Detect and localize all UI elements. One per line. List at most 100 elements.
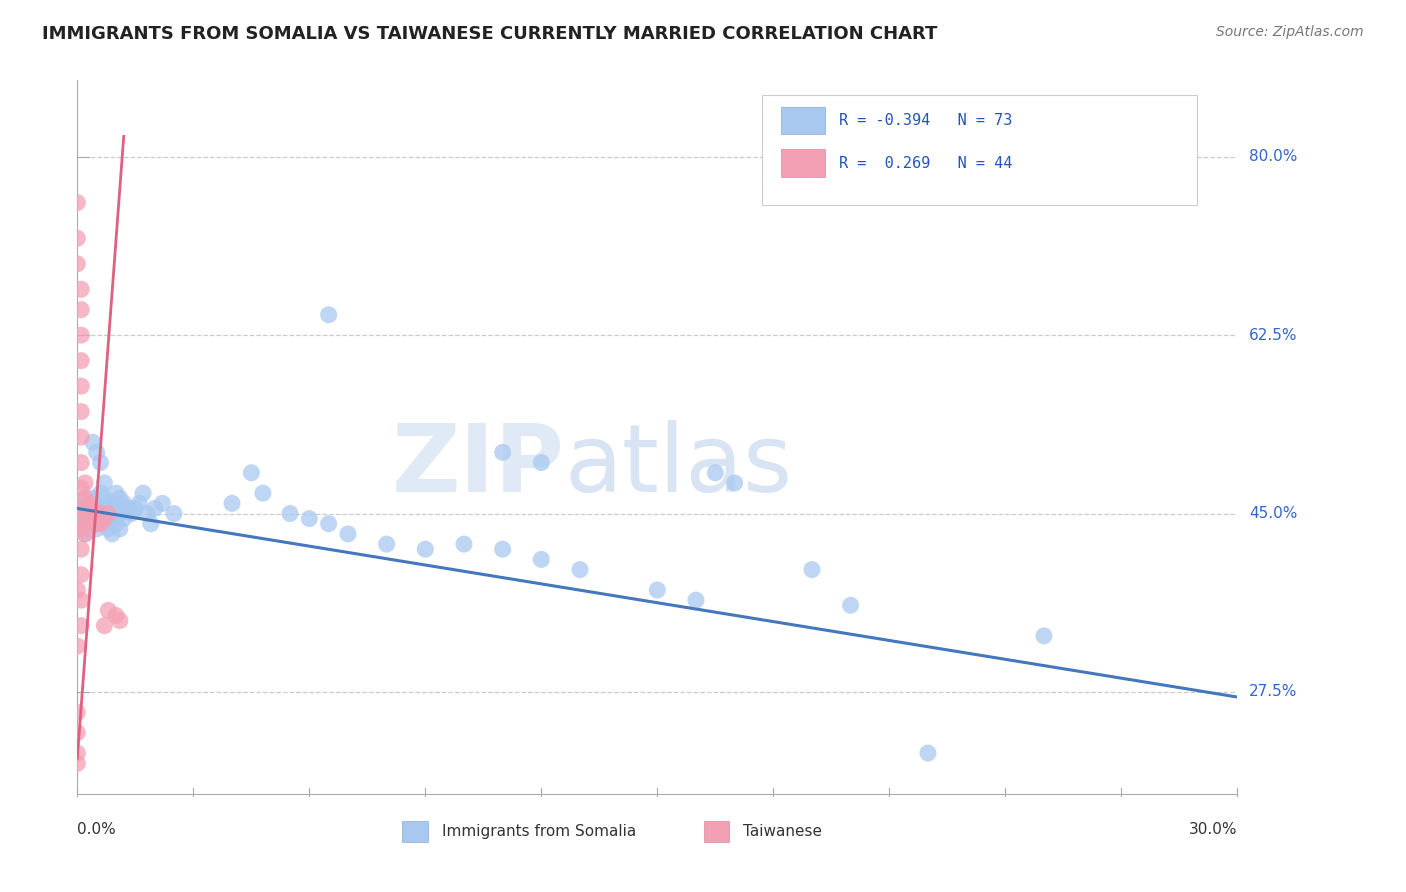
Point <box>66 257 89 271</box>
Text: Taiwanese: Taiwanese <box>744 824 823 839</box>
Point <box>917 746 939 760</box>
Point <box>839 599 862 613</box>
Point <box>117 501 139 516</box>
Point <box>704 466 727 480</box>
Point <box>70 481 93 495</box>
Point <box>86 445 108 459</box>
Text: Source: ZipAtlas.com: Source: ZipAtlas.com <box>1216 25 1364 39</box>
Text: Immigrants from Somalia: Immigrants from Somalia <box>441 824 636 839</box>
Point <box>75 527 96 541</box>
Text: atlas: atlas <box>565 419 793 512</box>
Point <box>66 195 89 210</box>
Point <box>101 527 124 541</box>
Point <box>70 404 93 418</box>
Point <box>132 486 155 500</box>
Point <box>318 516 340 531</box>
Point <box>82 435 104 450</box>
Point <box>70 282 93 296</box>
Point <box>93 511 115 525</box>
Point <box>105 608 127 623</box>
Point <box>413 542 436 557</box>
Point <box>66 725 89 739</box>
Point <box>569 563 592 577</box>
Point <box>77 511 100 525</box>
Point <box>90 456 111 470</box>
Text: R = -0.394   N = 73: R = -0.394 N = 73 <box>839 112 1012 128</box>
Point <box>86 507 108 521</box>
Point <box>75 516 96 531</box>
Point <box>70 567 93 582</box>
Point <box>101 511 124 525</box>
FancyBboxPatch shape <box>782 107 825 134</box>
Point <box>75 491 96 506</box>
Point <box>70 501 93 516</box>
Point <box>70 456 93 470</box>
Text: 62.5%: 62.5% <box>1249 327 1298 343</box>
Point <box>70 496 93 510</box>
Point <box>82 516 104 531</box>
Point <box>70 353 93 368</box>
FancyBboxPatch shape <box>704 821 730 842</box>
Text: 27.5%: 27.5% <box>1249 684 1298 699</box>
Point <box>221 496 243 510</box>
Point <box>139 516 162 531</box>
Point <box>152 496 174 510</box>
Point <box>70 542 93 557</box>
Point <box>75 501 96 516</box>
Point <box>75 516 96 531</box>
Point <box>97 507 120 521</box>
Point <box>1033 629 1056 643</box>
Point <box>70 379 93 393</box>
Point <box>97 603 120 617</box>
Point <box>77 522 100 536</box>
Point <box>453 537 475 551</box>
Point <box>77 501 100 516</box>
Point <box>70 511 93 525</box>
Point <box>70 522 93 536</box>
Text: ZIP: ZIP <box>392 419 565 512</box>
Point <box>90 501 111 516</box>
Point <box>108 507 131 521</box>
Text: 80.0%: 80.0% <box>1249 149 1298 164</box>
Point <box>66 639 89 653</box>
FancyBboxPatch shape <box>762 95 1197 205</box>
Point <box>70 593 93 607</box>
Text: 0.0%: 0.0% <box>77 822 117 838</box>
Point <box>318 308 340 322</box>
Point <box>82 501 104 516</box>
Point <box>108 522 131 536</box>
Point <box>75 475 96 490</box>
Point <box>240 466 263 480</box>
Point <box>298 511 321 525</box>
Point <box>252 486 274 500</box>
Point <box>75 491 96 506</box>
Point <box>82 491 104 506</box>
Point <box>66 756 89 771</box>
Point <box>647 582 669 597</box>
Point <box>163 507 186 521</box>
FancyBboxPatch shape <box>782 150 825 177</box>
Point <box>121 507 143 521</box>
Point <box>108 491 131 506</box>
Point <box>112 511 135 525</box>
Point <box>75 507 96 521</box>
Point <box>108 614 131 628</box>
Point <box>93 618 115 632</box>
Point <box>70 430 93 444</box>
Point <box>93 507 115 521</box>
Point <box>86 522 108 536</box>
Point <box>724 475 747 490</box>
Point <box>66 507 89 521</box>
Point <box>143 501 166 516</box>
Point <box>93 491 115 506</box>
Point <box>124 501 146 516</box>
Point <box>70 522 93 536</box>
Point <box>70 302 93 317</box>
Point <box>90 507 111 521</box>
Point <box>66 582 89 597</box>
Point <box>70 328 93 343</box>
Text: 30.0%: 30.0% <box>1189 822 1237 838</box>
Point <box>97 501 120 516</box>
Point <box>70 618 93 632</box>
Point <box>801 563 824 577</box>
